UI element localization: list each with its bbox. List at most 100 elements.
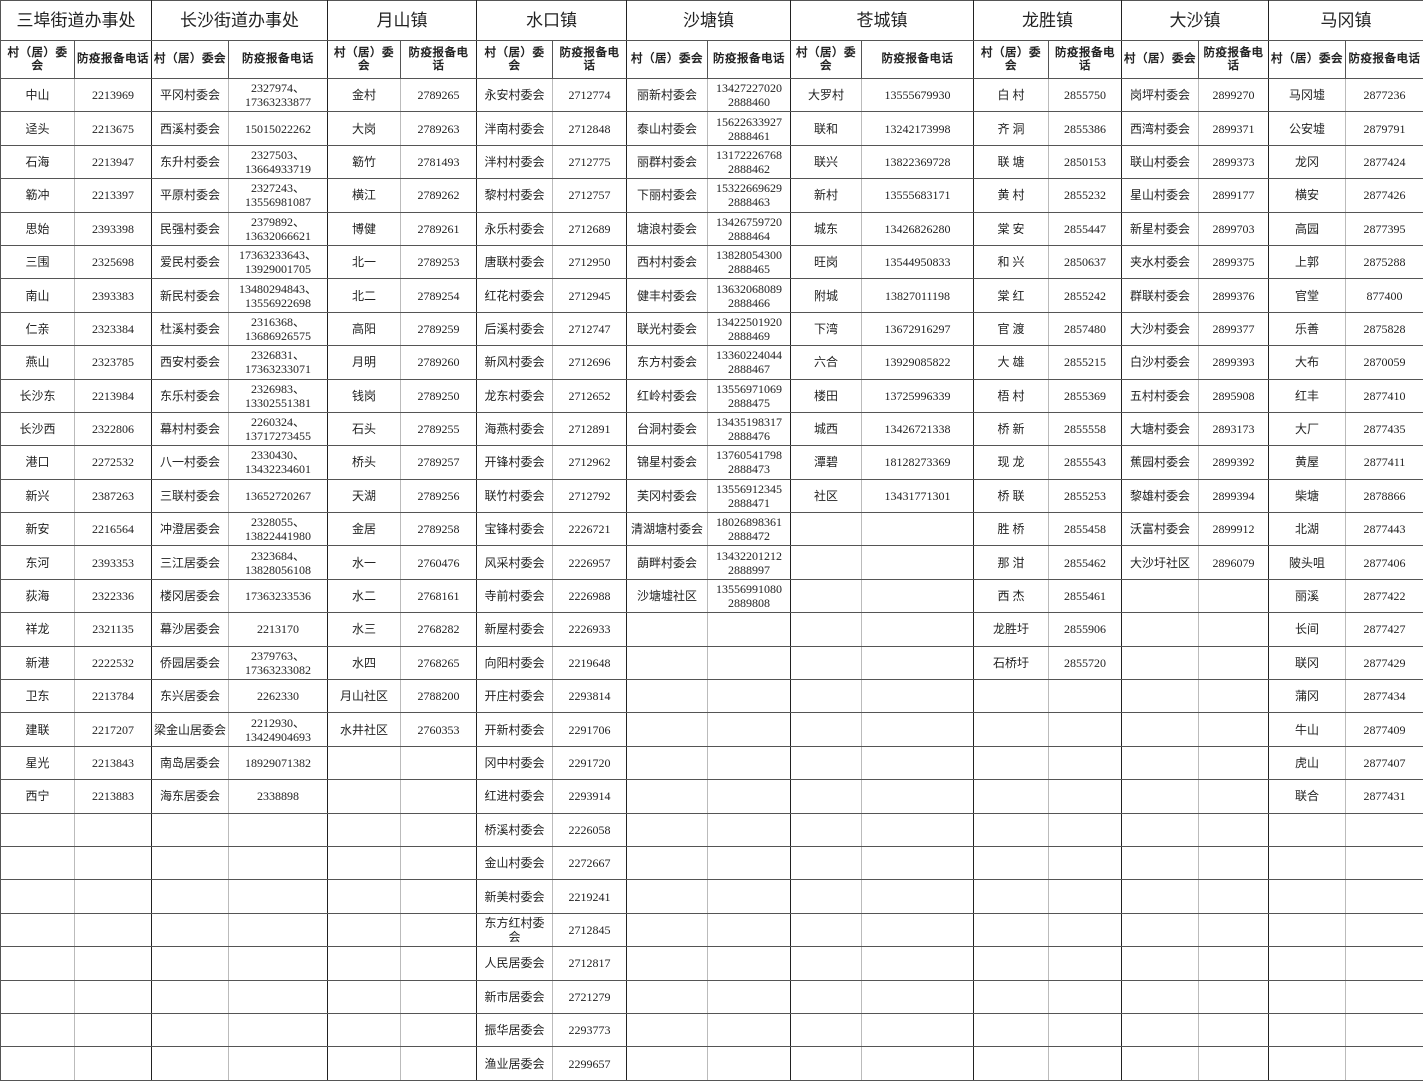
- contact-phone: [401, 913, 477, 946]
- contact-phone: 2712757: [553, 179, 627, 212]
- contact-phone: [401, 813, 477, 846]
- committee-name: 大岗: [328, 112, 401, 145]
- committee-name: 东兴居委会: [152, 680, 229, 713]
- committee-name: 金村: [328, 79, 401, 112]
- committee-name: 向阳村委会: [477, 646, 553, 679]
- contact-phone: [708, 780, 791, 813]
- contact-phone: [1199, 980, 1269, 1013]
- contact-phone: 2226957: [553, 546, 627, 579]
- contact-phone: 2226933: [553, 613, 627, 646]
- committee-name: [791, 780, 862, 813]
- committee-name: [328, 947, 401, 980]
- contact-phone: [1049, 913, 1122, 946]
- committee-name: 爱民村委会: [152, 245, 229, 278]
- contact-phone: [862, 1013, 974, 1046]
- committee-name: 迳头: [1, 112, 75, 145]
- committee-name: 幕沙居委会: [152, 613, 229, 646]
- committee-name: 联光村委会: [627, 312, 708, 345]
- column-header-name: 村（居）委会: [1269, 41, 1346, 79]
- committee-name: 石头: [328, 412, 401, 445]
- column-header-name: 村（居）委会: [152, 41, 229, 79]
- committee-name: 官 渡: [974, 312, 1049, 345]
- contact-phone: [401, 980, 477, 1013]
- committee-name: [627, 880, 708, 913]
- contact-phone: 2855462: [1049, 546, 1122, 579]
- committee-name: [791, 813, 862, 846]
- contact-phone: 2393398: [75, 212, 152, 245]
- committee-name: 西村村委会: [627, 245, 708, 278]
- contact-phone: 2316368、13686926575: [229, 312, 328, 345]
- committee-name: [1122, 579, 1199, 612]
- contact-phone: 2877406: [1346, 546, 1423, 579]
- column-header-name: 村（居）委会: [791, 41, 862, 79]
- committee-name: 冈中村委会: [477, 746, 553, 779]
- contact-phone: [862, 746, 974, 779]
- contact-phone: 2272667: [553, 846, 627, 879]
- committee-name: 唐联村委会: [477, 245, 553, 278]
- committee-name: 永安村委会: [477, 79, 553, 112]
- contact-phone: [229, 947, 328, 980]
- contact-phone: 2326831、17363233071: [229, 346, 328, 379]
- committee-name: 横安: [1269, 179, 1346, 212]
- contact-phone: 2712891: [553, 412, 627, 445]
- column-header-name: 村（居）委会: [1, 41, 75, 79]
- committee-name: 蒲冈: [1269, 680, 1346, 713]
- contact-phone: [1199, 947, 1269, 980]
- contact-phone: [75, 813, 152, 846]
- committee-name: 星光: [1, 746, 75, 779]
- committee-name: [1269, 846, 1346, 879]
- contact-phone: [1049, 947, 1122, 980]
- committee-name: 人民居委会: [477, 947, 553, 980]
- committee-name: [627, 713, 708, 746]
- committee-name: [791, 846, 862, 879]
- committee-name: 城东: [791, 212, 862, 245]
- committee-name: [328, 746, 401, 779]
- committee-name: 社区: [791, 479, 862, 512]
- contact-phone: [862, 947, 974, 980]
- contact-phone: 2721279: [553, 980, 627, 1013]
- contact-phone: 18128273369: [862, 446, 974, 479]
- committee-name: 风采村委会: [477, 546, 553, 579]
- committee-name: [152, 1047, 229, 1080]
- committee-name: 金居: [328, 513, 401, 546]
- contact-phone: [1199, 713, 1269, 746]
- committee-name: 西安村委会: [152, 346, 229, 379]
- committee-name: [1269, 1013, 1346, 1046]
- town-header: 龙胜镇: [974, 1, 1122, 41]
- contact-phone: [229, 1013, 328, 1046]
- contact-phone: 2899393: [1199, 346, 1269, 379]
- committee-name: [328, 880, 401, 913]
- committee-name: 下丽村委会: [627, 179, 708, 212]
- contact-phone: [1346, 980, 1423, 1013]
- contact-phone: [708, 947, 791, 980]
- contact-phone: [708, 746, 791, 779]
- contact-phone: 2326983、13302551381: [229, 379, 328, 412]
- committee-name: 城西: [791, 412, 862, 445]
- committee-name: 泮南村委会: [477, 112, 553, 145]
- contact-phone: [1199, 813, 1269, 846]
- contact-phone: 13431771301: [862, 479, 974, 512]
- committee-name: [1, 980, 75, 1013]
- committee-name: [974, 1013, 1049, 1046]
- contact-phone: [862, 613, 974, 646]
- contact-phone: 15015022262: [229, 112, 328, 145]
- contact-phone: 2327503、13664933719: [229, 145, 328, 178]
- contact-phone: 13426721338: [862, 412, 974, 445]
- committee-name: 健丰村委会: [627, 279, 708, 312]
- contact-phone: [708, 880, 791, 913]
- committee-name: 东河: [1, 546, 75, 579]
- committee-name: 永乐村委会: [477, 212, 553, 245]
- contact-phone: 13435198317 2888476: [708, 412, 791, 445]
- contact-phone: 2893173: [1199, 412, 1269, 445]
- committee-name: 金山村委会: [477, 846, 553, 879]
- committee-name: 平冈村委会: [152, 79, 229, 112]
- contact-phone: 2712652: [553, 379, 627, 412]
- contact-phone: [708, 846, 791, 879]
- committee-name: [152, 880, 229, 913]
- contact-phone: 2712689: [553, 212, 627, 245]
- committee-name: [152, 980, 229, 1013]
- contact-phone: 2877407: [1346, 746, 1423, 779]
